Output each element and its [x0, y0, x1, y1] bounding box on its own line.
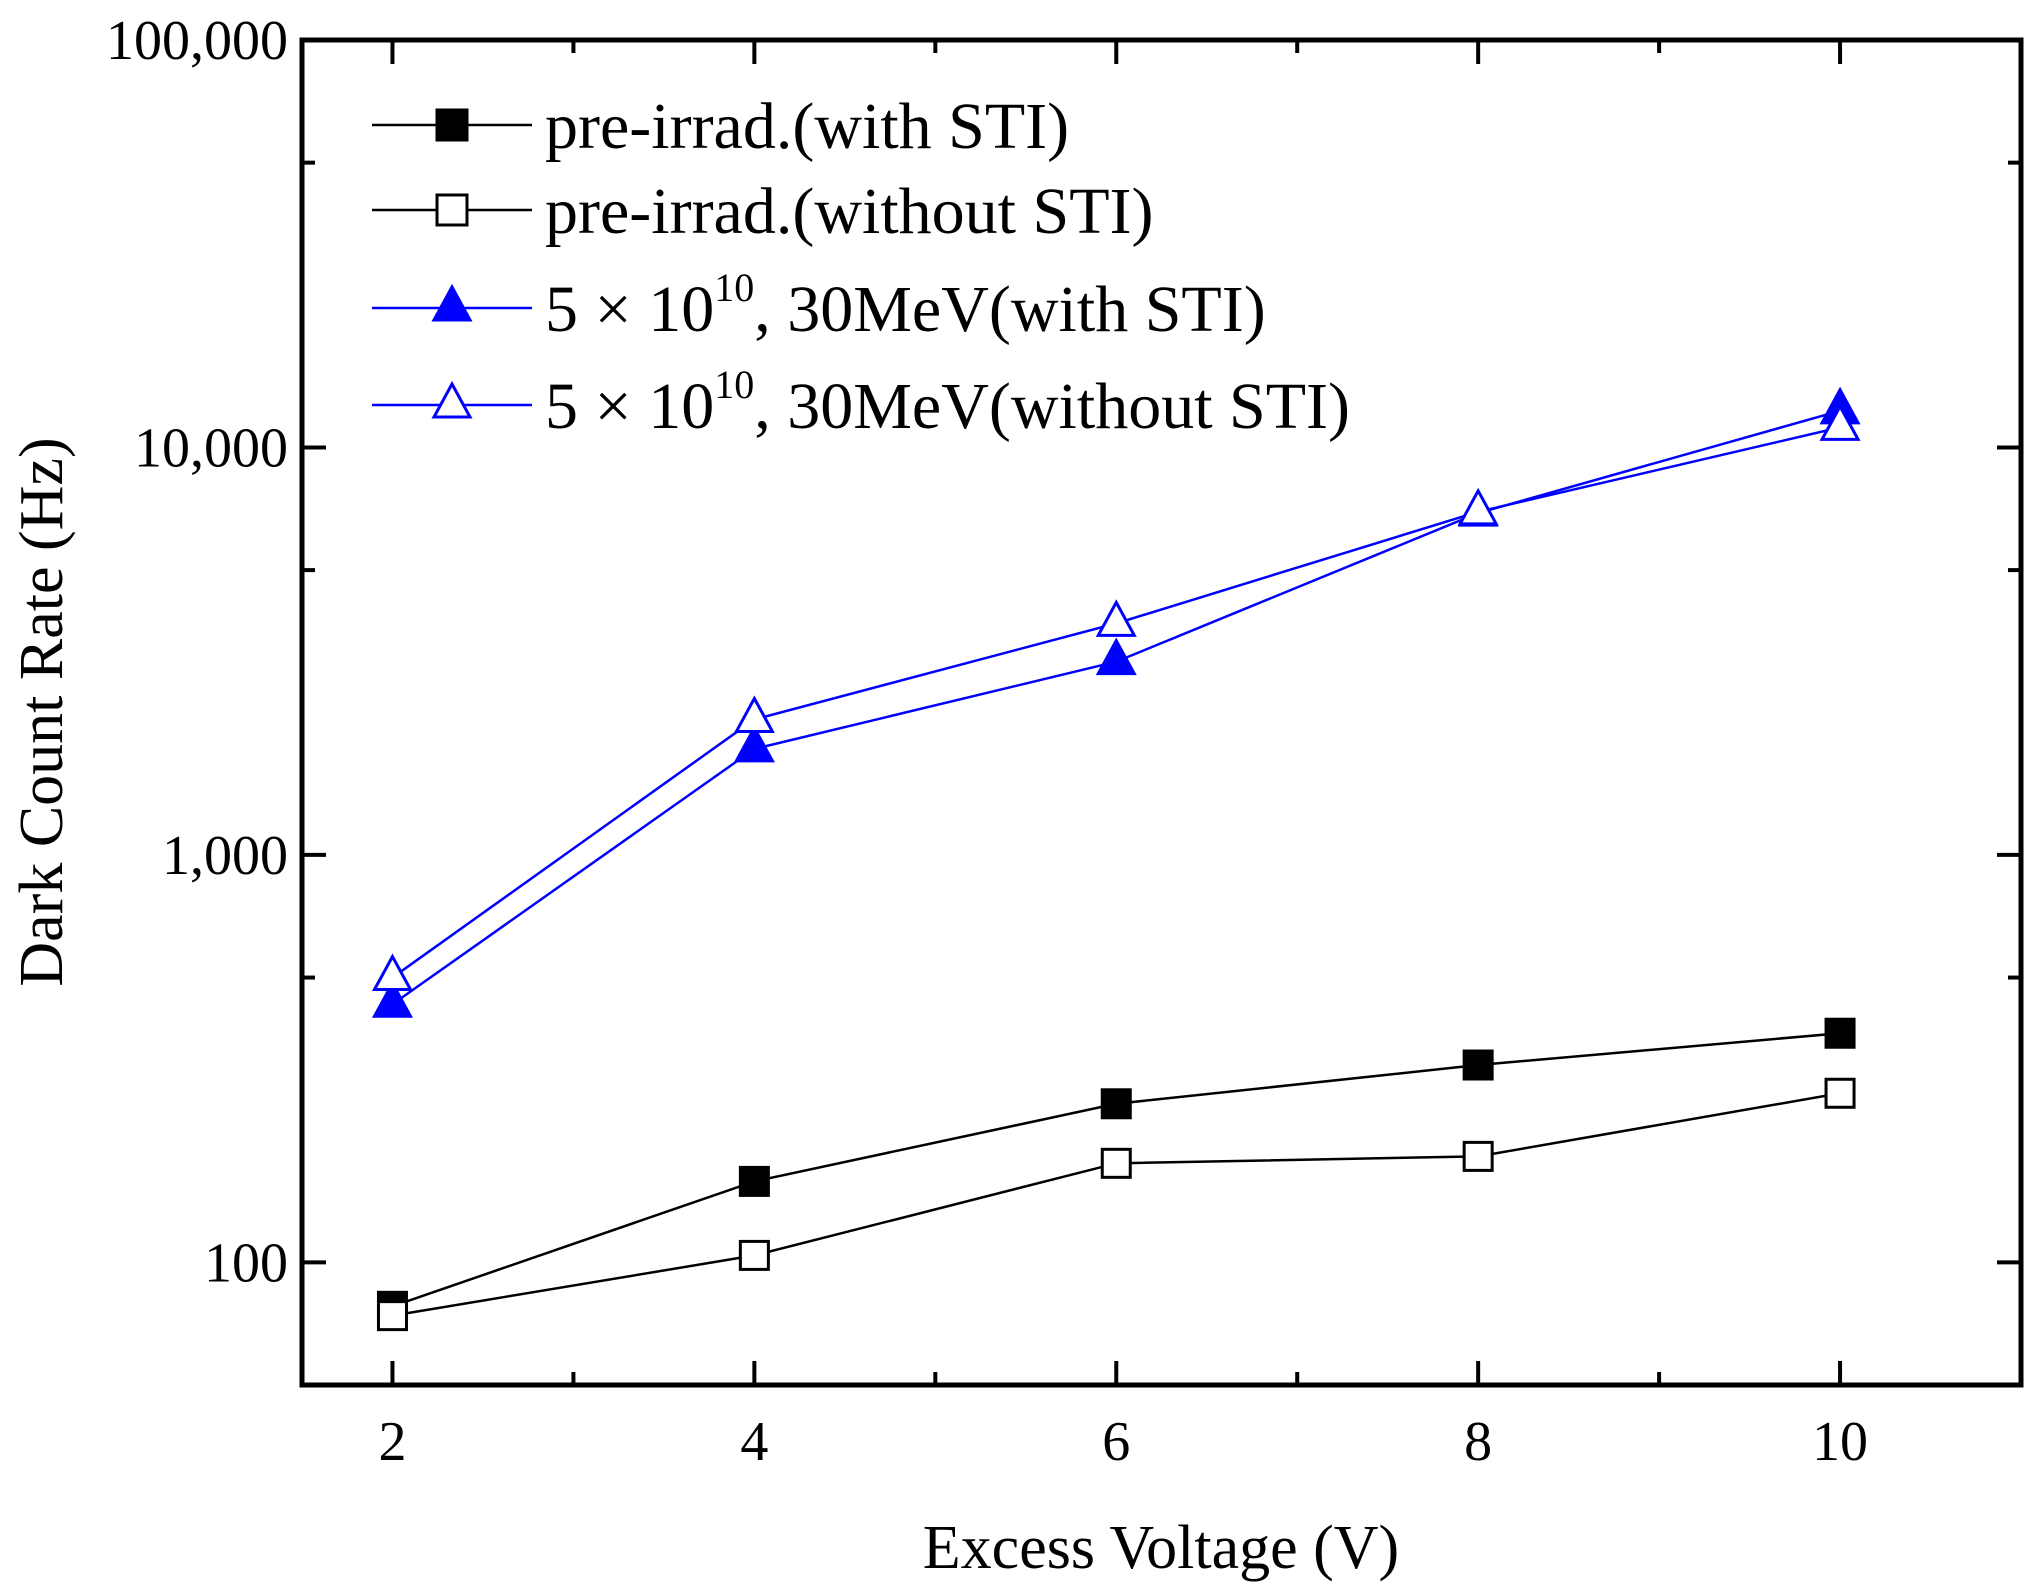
x-tick-label-2: 6 — [1102, 1411, 1130, 1473]
series-1-point-0 — [376, 1300, 408, 1332]
series-0-point-1 — [738, 1165, 770, 1197]
ticks-layer: 2 4 6 8 10 100 1,000 10,000 100,000 — [106, 10, 2021, 1473]
series-3-point-0 — [371, 953, 414, 992]
series-0-point-3 — [1462, 1049, 1494, 1081]
legend-label-2-prefix: 5 × 10 — [545, 273, 714, 346]
legend-label-3-prefix: 5 × 10 — [545, 370, 714, 443]
series-1-point-2 — [1100, 1147, 1132, 1179]
series-0-point-2 — [1100, 1088, 1132, 1120]
series-1-point-4 — [1824, 1077, 1856, 1109]
y-tick-label-1: 1,000 — [162, 825, 288, 887]
series-2-point-0 — [371, 980, 414, 1018]
legend-label-2: 5 × 1010, 30MeV(with STI) — [545, 265, 1266, 346]
legend-entry-2: 5 × 1010, 30MeV(with STI) — [372, 265, 1266, 346]
x-tick-label-0: 2 — [378, 1411, 406, 1473]
y-tick-label-0: 100 — [204, 1232, 288, 1294]
legend-entry-3: 5 × 1010, 30MeV(without STI) — [372, 362, 1350, 443]
series-0-point-4 — [1824, 1017, 1856, 1049]
series-1-point-3 — [1462, 1140, 1494, 1172]
legend-label-0: pre-irrad.(with STI) — [545, 90, 1069, 163]
series-line-2 — [391, 409, 1841, 1006]
series-2-point-2 — [1095, 637, 1137, 676]
legend-label-3-suffix: , 30MeV(without STI) — [754, 370, 1350, 443]
plot-frame — [299, 37, 2024, 1388]
x-tick-label-1: 4 — [740, 1411, 768, 1473]
series-2-point-1 — [733, 724, 775, 763]
legend-marker-2 — [431, 283, 473, 322]
legend-entry-1: pre-irrad.(without STI) — [372, 175, 1153, 248]
legend-label-2-suffix: , 30MeV(with STI) — [754, 273, 1265, 346]
x-axis-label: Excess Voltage (V) — [923, 1514, 1399, 1582]
legend-marker-0 — [435, 108, 469, 142]
legend: pre-irrad.(with STI) pre-irrad.(without … — [372, 90, 1350, 443]
legend-marker-3 — [431, 380, 473, 419]
legend-label-1: pre-irrad.(without STI) — [545, 175, 1153, 248]
legend-label-3: 5 × 1010, 30MeV(without STI) — [545, 362, 1350, 443]
legend-label-3-sup: 10 — [714, 362, 754, 407]
series-1-point-1 — [738, 1239, 770, 1271]
series-3-point-2 — [1095, 599, 1137, 637]
y-axis-label: Dark Count Rate (Hz) — [8, 437, 76, 986]
series-line-1 — [392, 1092, 1841, 1317]
series-3-point-4 — [1819, 403, 1861, 441]
series-3-point-3 — [1457, 487, 1499, 526]
legend-entry-0: pre-irrad.(with STI) — [372, 90, 1069, 163]
x-tick-label-3: 8 — [1464, 1411, 1492, 1473]
series-3-point-1 — [733, 695, 775, 733]
axis-layer — [299, 37, 2024, 1388]
y-tick-label-3: 100,000 — [106, 10, 288, 72]
series-layer — [371, 386, 1861, 1332]
x-tick-label-4: 10 — [1812, 1411, 1868, 1473]
legend-label-2-sup: 10 — [714, 265, 754, 310]
legend-marker-1 — [435, 193, 469, 227]
series-line-3 — [391, 426, 1841, 979]
y-tick-label-2: 10,000 — [134, 417, 288, 479]
